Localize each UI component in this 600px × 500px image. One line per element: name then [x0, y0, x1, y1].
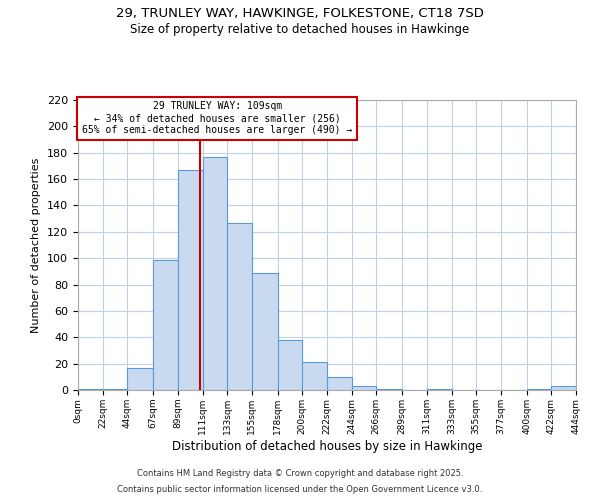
- Text: 29 TRUNLEY WAY: 109sqm
← 34% of detached houses are smaller (256)
65% of semi-de: 29 TRUNLEY WAY: 109sqm ← 34% of detached…: [82, 102, 353, 134]
- Bar: [153, 260, 178, 390]
- Bar: [227, 222, 252, 390]
- Bar: [302, 362, 327, 390]
- Text: Contains HM Land Registry data © Crown copyright and database right 2025.: Contains HM Land Registry data © Crown c…: [137, 468, 463, 477]
- Bar: [103, 388, 127, 390]
- Bar: [78, 388, 103, 390]
- Bar: [427, 388, 452, 390]
- Text: Size of property relative to detached houses in Hawkinge: Size of property relative to detached ho…: [130, 22, 470, 36]
- Bar: [252, 272, 278, 390]
- Bar: [527, 388, 551, 390]
- Bar: [376, 388, 402, 390]
- Bar: [127, 368, 153, 390]
- Bar: [551, 386, 576, 390]
- Bar: [327, 377, 352, 390]
- Bar: [203, 156, 227, 390]
- Bar: [352, 386, 376, 390]
- X-axis label: Distribution of detached houses by size in Hawkinge: Distribution of detached houses by size …: [172, 440, 482, 452]
- Y-axis label: Number of detached properties: Number of detached properties: [31, 158, 41, 332]
- Bar: [178, 170, 203, 390]
- Text: 29, TRUNLEY WAY, HAWKINGE, FOLKESTONE, CT18 7SD: 29, TRUNLEY WAY, HAWKINGE, FOLKESTONE, C…: [116, 8, 484, 20]
- Bar: [278, 340, 302, 390]
- Text: Contains public sector information licensed under the Open Government Licence v3: Contains public sector information licen…: [118, 485, 482, 494]
